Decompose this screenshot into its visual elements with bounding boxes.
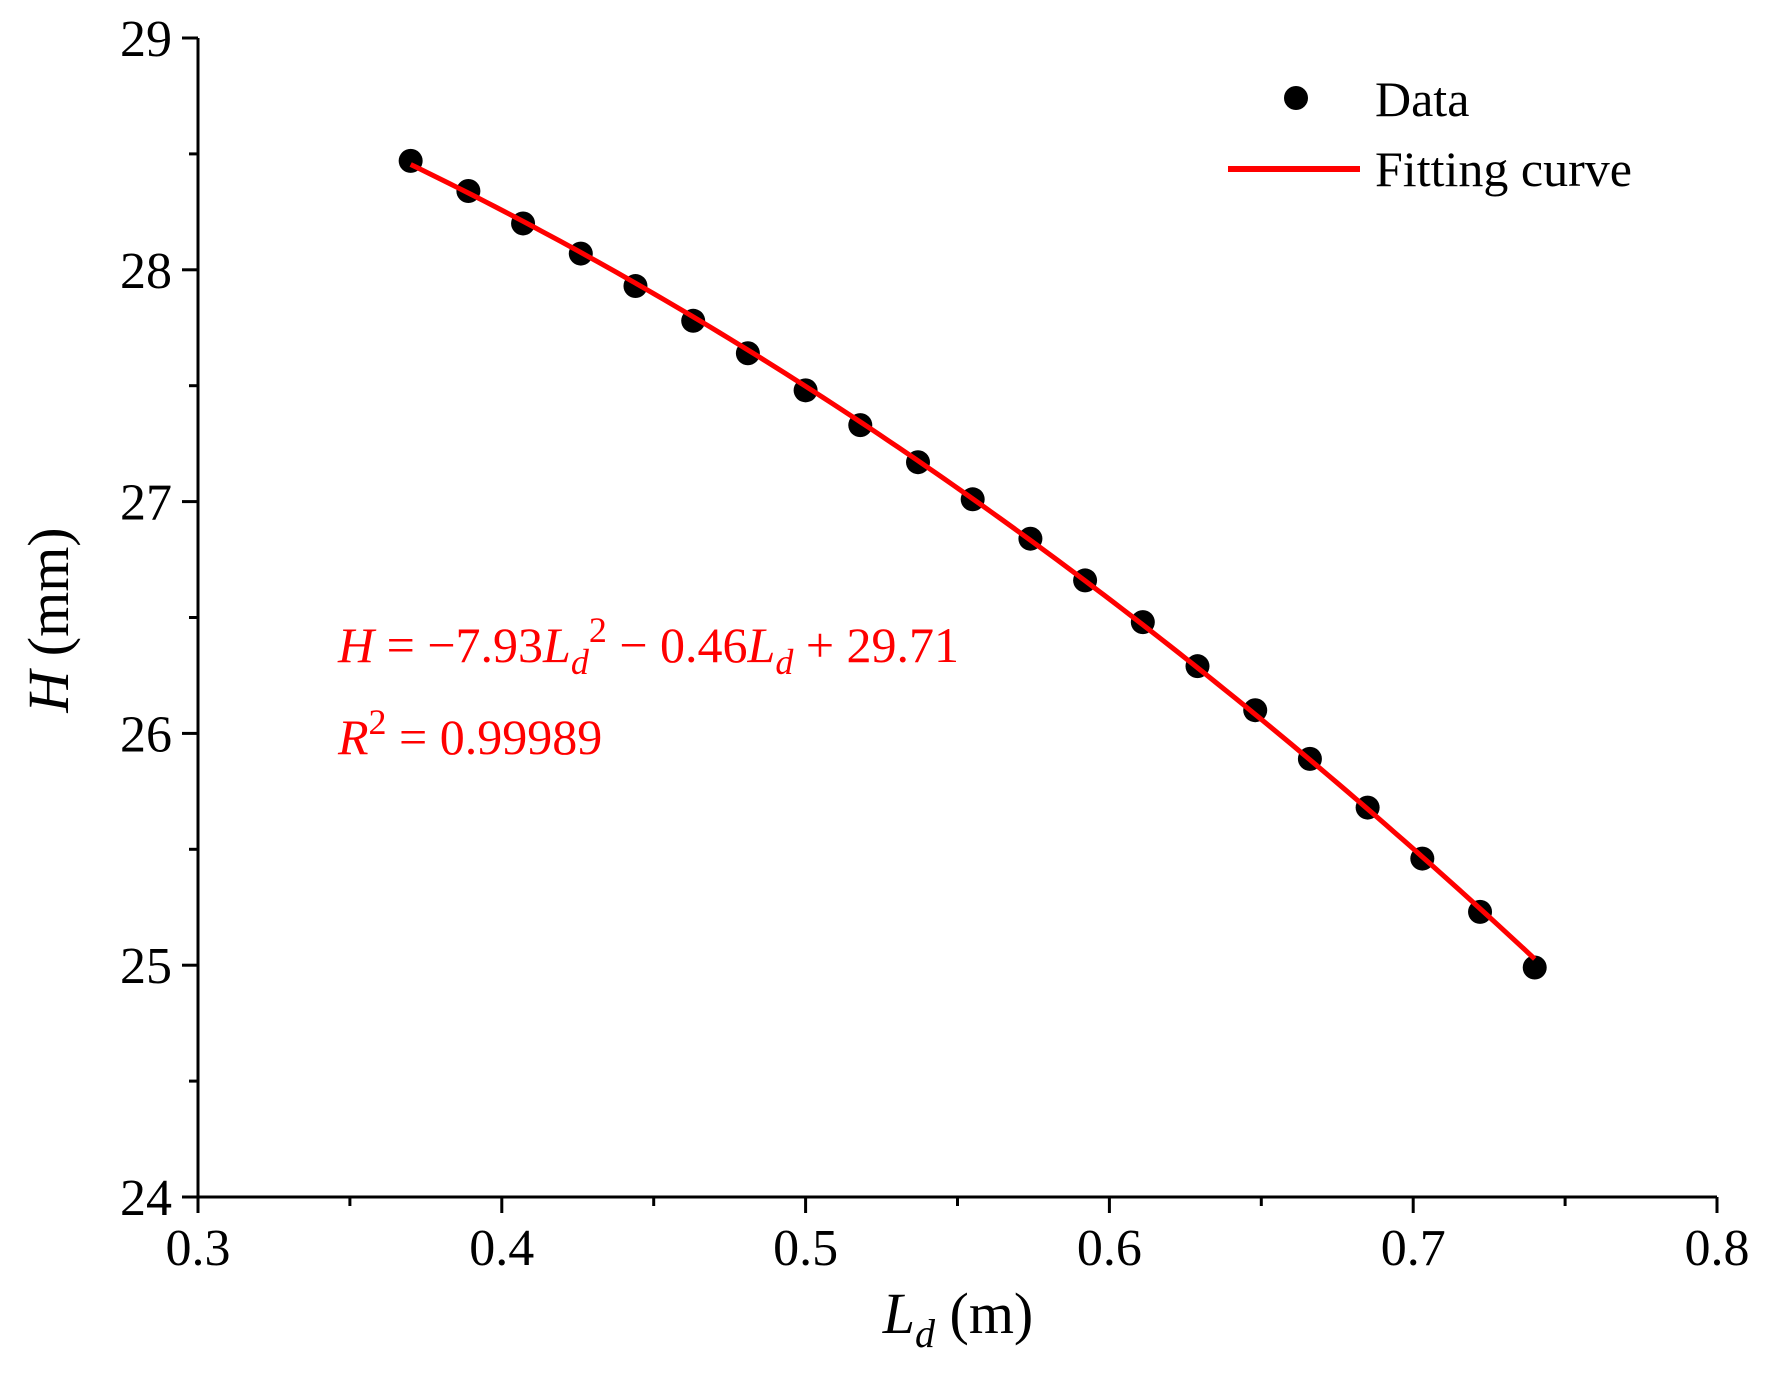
y-tick-label: 24 [120,1170,172,1227]
equation-annotation: H = −7.93Ld2 − 0.46Ld + 29.71 [337,610,959,682]
fitting-curve [409,162,1537,961]
eq-var2: L [747,617,776,673]
y-tick-label: 29 [120,11,172,68]
x-tick-label: 0.3 [166,1220,231,1277]
eq-rest2: + 29.71 [793,617,959,673]
legend-data-marker [1284,86,1308,110]
x-tick-label: 0.5 [773,1220,838,1277]
y-axis-title-unit: (mm) [16,527,81,670]
y-axis-title-var: H [16,668,81,714]
x-axis-title-var: L [882,1281,915,1346]
eq-rest1: − 0.46 [607,617,748,673]
eq-sub2: d [775,642,794,682]
x-tick-label: 0.6 [1077,1220,1142,1277]
x-axis-title: Ld (m) [882,1281,1034,1356]
ticks: 0.3 0.4 0.5 0.6 0.7 0.8 24 25 26 27 28 29 [120,11,1750,1277]
x-axis-title-unit: (m) [935,1281,1033,1346]
plot-area [398,148,1547,980]
r2-lhs: R [337,709,369,765]
y-tick-label: 28 [120,243,172,300]
eq-var1: L [542,617,571,673]
x-tick-label: 0.8 [1685,1220,1750,1277]
x-tick-label: 0.7 [1381,1220,1446,1277]
legend-fit-label: Fitting curve [1375,141,1632,197]
y-axis-title: H (mm) [16,527,81,713]
data-point [1522,955,1547,980]
y-tick-label: 25 [120,938,172,995]
r2-rest: = 0.99989 [387,709,603,765]
r2-sup: 2 [369,702,387,742]
y-tick-label: 27 [120,475,172,532]
legend-data-label: Data [1375,71,1469,127]
x-tick-label: 0.4 [469,1220,534,1277]
eq-sup1: 2 [589,610,607,650]
eq-sub1: d [571,642,590,682]
eq-coef1: −7.93 [427,617,543,673]
y-tick-label: 26 [120,706,172,763]
eq-lhs: H [337,617,377,673]
x-axis-title-sub: d [915,1311,936,1356]
legend: Data Fitting curve [1228,71,1632,197]
eq-equals: = [374,617,427,673]
r2-annotation: R2 = 0.99989 [337,702,602,765]
